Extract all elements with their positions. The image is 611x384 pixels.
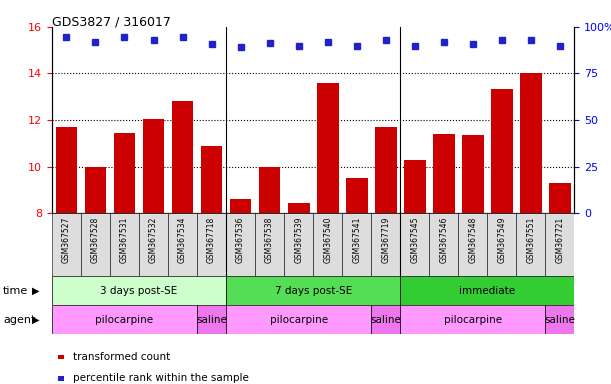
Text: GSM367546: GSM367546 — [439, 216, 448, 263]
Text: pilocarpine: pilocarpine — [444, 314, 502, 325]
Bar — [516, 213, 546, 276]
Bar — [342, 213, 371, 276]
Bar — [226, 213, 255, 276]
Bar — [52, 213, 81, 276]
Bar — [400, 213, 429, 276]
Bar — [197, 213, 226, 276]
Text: transformed count: transformed count — [73, 352, 170, 362]
Bar — [114, 133, 136, 213]
Text: GSM367551: GSM367551 — [526, 216, 535, 263]
Text: GSM367718: GSM367718 — [207, 216, 216, 263]
Bar — [258, 167, 280, 213]
Text: GDS3827 / 316017: GDS3827 / 316017 — [52, 15, 171, 28]
Bar — [56, 127, 78, 213]
Bar — [288, 203, 310, 213]
Text: GSM367549: GSM367549 — [497, 216, 507, 263]
Text: ▶: ▶ — [32, 314, 39, 325]
Bar — [346, 178, 368, 213]
Text: ▶: ▶ — [32, 286, 39, 296]
Bar — [545, 305, 574, 334]
Bar — [491, 89, 513, 213]
Text: GSM367532: GSM367532 — [149, 216, 158, 263]
Text: 7 days post-SE: 7 days post-SE — [274, 286, 352, 296]
Bar — [168, 213, 197, 276]
Bar — [172, 101, 194, 213]
Bar — [81, 213, 110, 276]
Bar — [520, 73, 542, 213]
Text: saline: saline — [370, 314, 401, 325]
Text: GSM367719: GSM367719 — [381, 216, 390, 263]
Text: GSM367538: GSM367538 — [265, 216, 274, 263]
Text: agent: agent — [3, 314, 35, 325]
Text: GSM367541: GSM367541 — [352, 216, 361, 263]
Bar — [255, 213, 284, 276]
Bar — [52, 305, 197, 334]
Bar — [226, 305, 371, 334]
Text: GSM367534: GSM367534 — [178, 216, 187, 263]
Bar — [84, 167, 106, 213]
Bar — [313, 213, 342, 276]
Text: saline: saline — [544, 314, 576, 325]
Text: immediate: immediate — [459, 286, 515, 296]
Bar — [458, 213, 488, 276]
Text: GSM367536: GSM367536 — [236, 216, 245, 263]
Bar — [142, 119, 164, 213]
Bar — [546, 213, 574, 276]
Bar — [139, 213, 168, 276]
Bar — [371, 213, 400, 276]
Text: GSM367545: GSM367545 — [410, 216, 419, 263]
Bar — [230, 199, 252, 213]
Bar — [375, 127, 397, 213]
Text: GSM367540: GSM367540 — [323, 216, 332, 263]
Text: 3 days post-SE: 3 days post-SE — [100, 286, 178, 296]
Bar — [400, 305, 546, 334]
Bar — [197, 305, 226, 334]
Text: GSM367531: GSM367531 — [120, 216, 129, 263]
Text: percentile rank within the sample: percentile rank within the sample — [73, 373, 249, 383]
Bar — [200, 146, 222, 213]
Text: pilocarpine: pilocarpine — [95, 314, 153, 325]
Bar — [488, 213, 516, 276]
Bar — [110, 213, 139, 276]
Bar — [284, 213, 313, 276]
Text: GSM367527: GSM367527 — [62, 216, 71, 263]
Bar — [316, 83, 338, 213]
Bar — [400, 276, 574, 305]
Bar — [429, 213, 458, 276]
Text: GSM367539: GSM367539 — [294, 216, 303, 263]
Bar — [549, 183, 571, 213]
Text: GSM367528: GSM367528 — [91, 216, 100, 263]
Text: time: time — [3, 286, 28, 296]
Bar — [371, 305, 400, 334]
Bar — [226, 276, 400, 305]
Text: GSM367548: GSM367548 — [468, 216, 477, 263]
Text: saline: saline — [196, 314, 227, 325]
Bar — [52, 276, 226, 305]
Text: GSM367721: GSM367721 — [555, 216, 565, 263]
Bar — [462, 135, 484, 213]
Bar — [404, 160, 426, 213]
Text: pilocarpine: pilocarpine — [269, 314, 327, 325]
Bar — [433, 134, 455, 213]
